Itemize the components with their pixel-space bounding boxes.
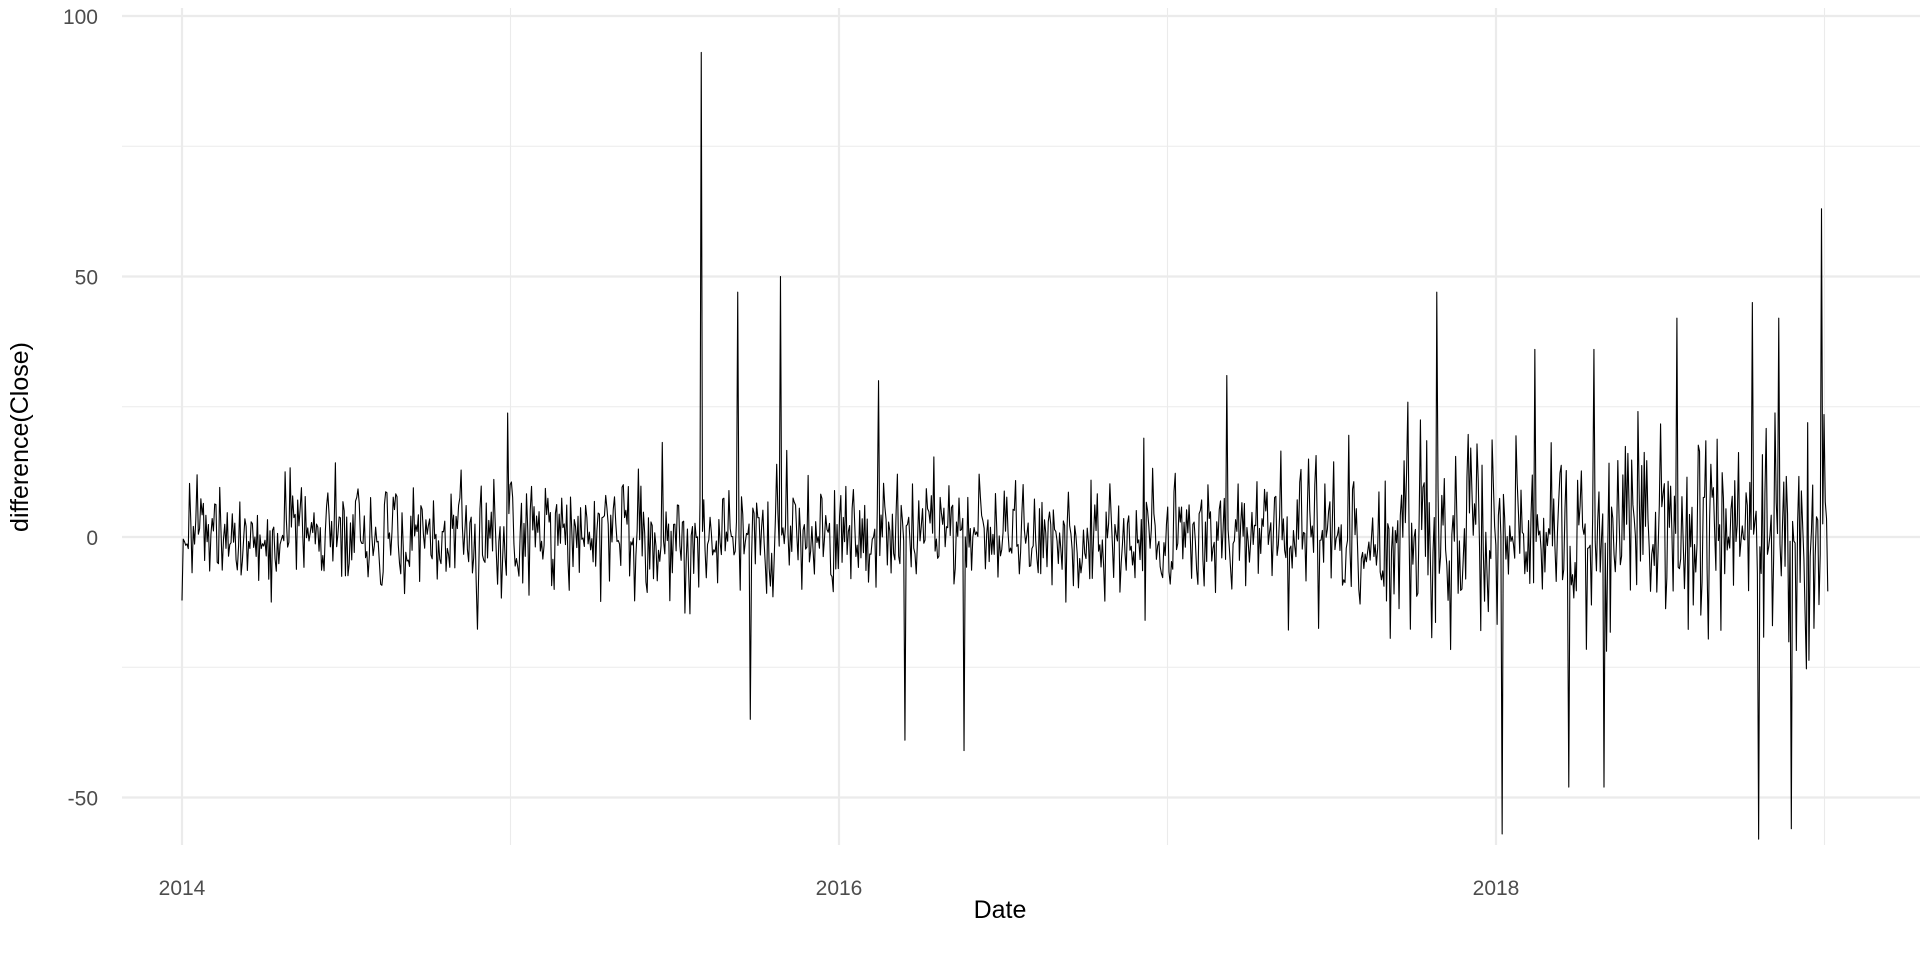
x-axis-tick-label: 2014 bbox=[159, 877, 206, 900]
series-layer bbox=[181, 51, 1829, 840]
x-axis-tick-label: 2018 bbox=[1473, 877, 1520, 900]
y-axis-tick-label: 100 bbox=[63, 6, 98, 29]
series-line-difference-close bbox=[181, 51, 1829, 840]
grid-major-lines bbox=[122, 8, 1920, 845]
y-axis-tick-label: 50 bbox=[75, 267, 98, 290]
x-axis-title: Date bbox=[974, 896, 1027, 924]
plot-panel-background bbox=[122, 8, 1920, 845]
y-axis-tick-label: -50 bbox=[68, 788, 98, 811]
x-axis-tick-label: 2016 bbox=[816, 877, 863, 900]
x-axis-tick-labels: 2014 2016 2018 bbox=[159, 877, 1520, 900]
y-axis-tick-labels: -50 0 50 100 bbox=[63, 6, 98, 811]
y-axis-title: difference(Close) bbox=[6, 342, 34, 532]
y-axis-tick-label: 0 bbox=[86, 527, 98, 550]
